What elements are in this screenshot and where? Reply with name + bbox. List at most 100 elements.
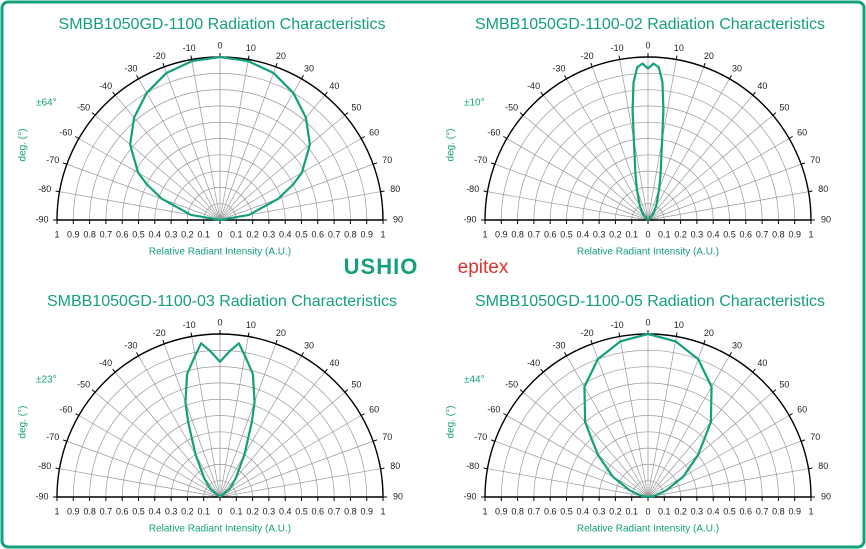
outer-arc — [56, 333, 384, 498]
half-angle: ±64° — [36, 98, 57, 109]
grid-radial — [219, 114, 346, 221]
theta-tick-label: 90 — [821, 214, 831, 224]
r-tick-label: 0.8 — [344, 229, 357, 239]
theta-tick-label: -70 — [474, 432, 487, 442]
grid-radial — [114, 94, 221, 221]
y-axis-label: deg. (°) — [446, 406, 457, 439]
r-tick-label: 0.2 — [609, 229, 622, 239]
radiation-curve — [583, 332, 713, 499]
r-tick-label: 1 — [54, 506, 59, 516]
r-tick-label: 1 — [380, 229, 385, 239]
grid-radial — [138, 78, 221, 221]
theta-tick-label: -30 — [124, 341, 137, 351]
grid-radial — [566, 355, 649, 498]
chart-title: SMBB1050GD-1100 Radiation Characteristic… — [59, 16, 386, 33]
grid-radial — [219, 138, 362, 221]
r-tick-label: 0.7 — [528, 229, 541, 239]
theta-tick-label: 60 — [369, 404, 379, 414]
r-tick-label: 0.8 — [511, 506, 524, 516]
grid-radial — [647, 391, 774, 498]
theta-tick-label: -90 — [35, 491, 48, 501]
r-tick-label: 0.5 — [560, 229, 573, 239]
r-tick-label: 0.7 — [528, 506, 541, 516]
r-tick-label: 0.3 — [593, 506, 606, 516]
theta-tick-label: -30 — [552, 341, 565, 351]
r-tick-label: 0.9 — [495, 229, 508, 239]
grid-radial — [647, 114, 774, 221]
grid-radial — [219, 336, 249, 498]
grid-radial — [506, 415, 649, 498]
grid-radial — [219, 355, 302, 498]
grid-radial — [647, 191, 809, 221]
theta-tick-label: -80 — [466, 461, 479, 471]
theta-tick-label: 30 — [732, 64, 742, 74]
r-tick-label: 0.5 — [132, 506, 145, 516]
chart-title: SMBB1050GD-1100-02 Radiation Characteris… — [475, 16, 825, 33]
theta-tick-label: -70 — [46, 432, 59, 442]
grid-radial — [647, 371, 754, 498]
theta-tick-label: 30 — [304, 341, 314, 351]
theta-tick-label: -50 — [505, 103, 518, 113]
r-tick-label: 0.6 — [116, 229, 129, 239]
theta-tick-label: -20 — [581, 51, 594, 61]
theta-tick-label: -40 — [527, 358, 540, 368]
grid-radial — [94, 391, 221, 498]
theta-tick-label: 10 — [674, 320, 684, 330]
theta-tick-label: -90 — [35, 214, 48, 224]
r-tick-label: 0.7 — [756, 506, 769, 516]
theta-tick-label: -60 — [59, 127, 72, 137]
grid-radial — [647, 468, 809, 498]
theta-tick-label: 0 — [645, 40, 650, 50]
r-tick-label: 0.9 — [788, 506, 801, 516]
grid-radial — [647, 440, 802, 498]
theta-tick-label: 30 — [304, 64, 314, 74]
theta-tick-label: 90 — [393, 214, 403, 224]
grid-radial — [219, 391, 346, 498]
x-axis-label: Relative Radiant Intensity (A.U.) — [577, 247, 719, 258]
r-tick-label: 0.8 — [83, 506, 96, 516]
theta-tick-label: 50 — [779, 380, 789, 390]
grid-radial — [647, 336, 677, 498]
grid-radial — [78, 415, 221, 498]
grid-radial — [191, 336, 221, 498]
r-tick-label: 0 — [645, 229, 650, 239]
r-tick-label: 0.7 — [328, 506, 341, 516]
theta-tick-label: 10 — [674, 43, 684, 53]
r-tick-label: 0.1 — [197, 229, 210, 239]
r-tick-label: 0.9 — [360, 506, 373, 516]
theta-tick-label: -10 — [183, 43, 196, 53]
theta-tick-label: -70 — [46, 155, 59, 165]
grid-radial — [219, 163, 374, 221]
x-axis-label: Relative Radiant Intensity (A.U.) — [149, 247, 291, 258]
half-angle: ±10° — [464, 98, 485, 109]
theta-tick-label: 20 — [276, 328, 286, 338]
theta-tick-label: -20 — [153, 328, 166, 338]
r-tick-label: 0.6 — [312, 506, 325, 516]
theta-tick-label: 0 — [217, 40, 222, 50]
grid-radial — [647, 355, 730, 498]
theta-tick-label: 40 — [329, 358, 339, 368]
r-tick-label: 0.8 — [344, 506, 357, 516]
r-tick-label: 0.4 — [149, 229, 162, 239]
theta-tick-label: -80 — [38, 184, 51, 194]
theta-tick-label: -60 — [59, 404, 72, 414]
grid-radial — [219, 78, 302, 221]
r-tick-label: 0.6 — [740, 229, 753, 239]
r-tick-label: 0.5 — [723, 229, 736, 239]
theta-tick-label: -40 — [99, 358, 112, 368]
r-tick-label: 0.6 — [312, 229, 325, 239]
r-tick-label: 0.8 — [83, 229, 96, 239]
r-tick-label: 0.8 — [772, 506, 785, 516]
r-tick-label: 0.9 — [788, 229, 801, 239]
theta-tick-label: 0 — [645, 317, 650, 327]
y-axis-label: deg. (°) — [18, 406, 29, 439]
r-tick-label: 0.4 — [149, 506, 162, 516]
theta-tick-label: -50 — [505, 380, 518, 390]
theta-tick-label: -90 — [463, 491, 476, 501]
grid-radial — [591, 343, 649, 498]
half-angle: ±23° — [36, 375, 57, 386]
theta-tick-label: 20 — [704, 328, 714, 338]
r-tick-label: 1 — [54, 229, 59, 239]
theta-tick-label: -10 — [183, 320, 196, 330]
radiation-curve — [184, 342, 256, 498]
